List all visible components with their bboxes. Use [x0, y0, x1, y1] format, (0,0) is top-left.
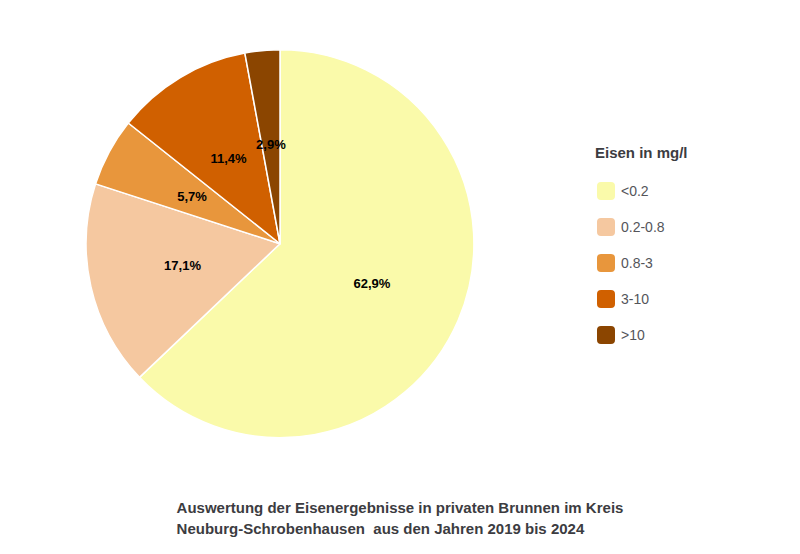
svg-text:Eisen in mg/l: Eisen in mg/l — [595, 144, 688, 161]
svg-text:0.8-3: 0.8-3 — [621, 255, 653, 271]
svg-text:Auswertung der Eisenergebnisse: Auswertung der Eisenergebnisse in privat… — [177, 499, 624, 516]
svg-text:62,9%: 62,9% — [353, 276, 390, 291]
svg-text:3-10: 3-10 — [621, 291, 649, 307]
svg-text:17,1%: 17,1% — [164, 258, 201, 273]
svg-text:<0.2: <0.2 — [621, 183, 649, 199]
svg-text:0.2-0.8: 0.2-0.8 — [621, 219, 665, 235]
svg-text:2,9%: 2,9% — [256, 137, 286, 152]
svg-text:5,7%: 5,7% — [177, 189, 207, 204]
svg-text:Neuburg-Schrobenhausen aus de: Neuburg-Schrobenhausen aus den Jahren 20… — [177, 520, 585, 537]
svg-text:11,4%: 11,4% — [211, 151, 248, 166]
svg-text:>10: >10 — [621, 327, 645, 343]
